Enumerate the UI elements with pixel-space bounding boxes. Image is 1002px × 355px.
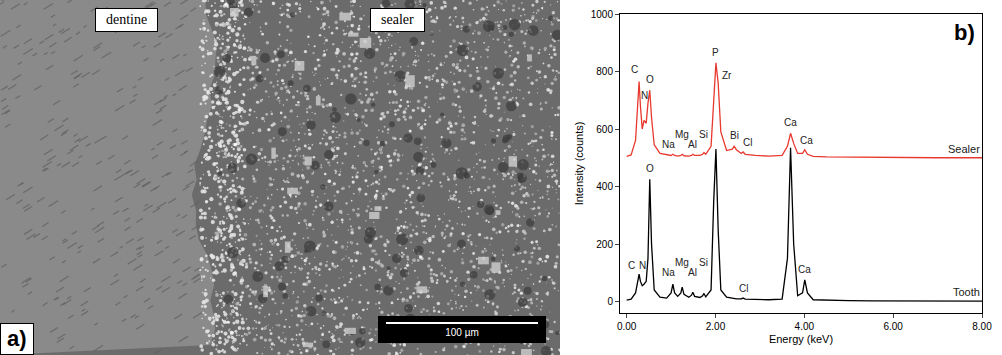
svg-text:800: 800 — [596, 66, 613, 77]
html-text:sealer: sealer — [381, 12, 414, 27]
svg-text:Na: Na — [662, 267, 675, 278]
svg-text:Al: Al — [688, 267, 697, 278]
svg-text:Mg: Mg — [675, 257, 689, 268]
svg-text:Tooth: Tooth — [953, 286, 980, 298]
html-text:dentine: dentine — [106, 12, 148, 27]
svg-text:C: C — [631, 64, 638, 75]
svg-text:200: 200 — [596, 239, 613, 250]
svg-text:Al: Al — [688, 139, 697, 150]
svg-text:Ca: Ca — [798, 264, 811, 275]
svg-text:C: C — [628, 260, 635, 271]
svg-text:b): b) — [954, 20, 975, 45]
svg-text:0: 0 — [607, 296, 613, 307]
svg-text:O: O — [646, 74, 654, 85]
svg-text:Sealer: Sealer — [948, 143, 980, 155]
svg-text:Ca: Ca — [800, 135, 813, 146]
svg-text:400: 400 — [596, 181, 613, 192]
svg-text:P: P — [712, 47, 719, 58]
svg-text:O: O — [646, 163, 654, 174]
svg-text:2.00: 2.00 — [706, 321, 726, 332]
svg-text:6.00: 6.00 — [883, 321, 903, 332]
svg-text:Zr: Zr — [722, 70, 732, 81]
html-text:100 µm: 100 µm — [445, 327, 479, 338]
svg-text:1000: 1000 — [591, 9, 614, 20]
svg-text:Energy (keV): Energy (keV) — [769, 333, 833, 345]
svg-text:4.00: 4.00 — [795, 321, 815, 332]
svg-text:Si: Si — [699, 129, 708, 140]
svg-text:N: N — [641, 90, 648, 101]
svg-text:Si: Si — [699, 257, 708, 268]
svg-text:N: N — [639, 260, 646, 271]
html-text:a): a) — [7, 326, 27, 351]
svg-text:Ca: Ca — [784, 117, 797, 128]
svg-text:Cl: Cl — [743, 137, 752, 148]
svg-text:Mg: Mg — [675, 129, 689, 140]
svg-text:0.00: 0.00 — [617, 321, 637, 332]
svg-text:Cl: Cl — [739, 283, 748, 294]
svg-text:600: 600 — [596, 124, 613, 135]
svg-text:Intensity (counts): Intensity (counts) — [573, 122, 585, 206]
svg-text:8.00: 8.00 — [972, 321, 992, 332]
svg-text:Bi: Bi — [730, 130, 739, 141]
svg-text:Na: Na — [662, 139, 675, 150]
